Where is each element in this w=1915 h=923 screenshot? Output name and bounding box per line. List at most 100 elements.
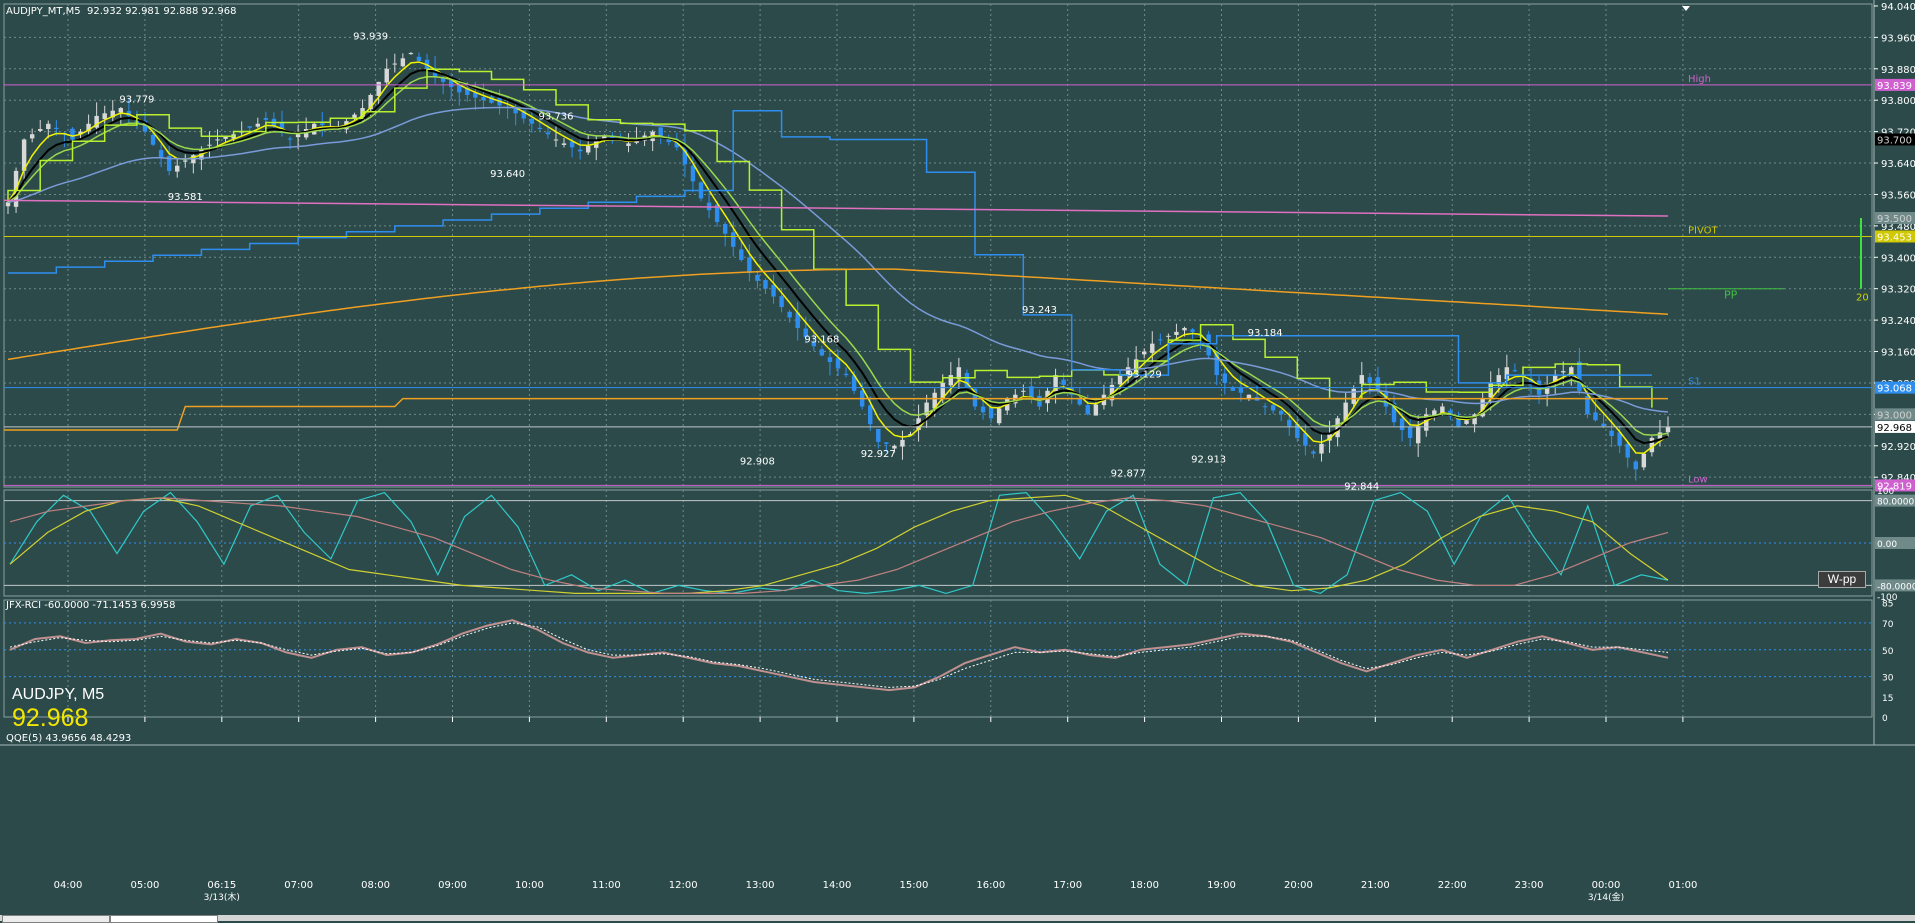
candle-bear: [1158, 339, 1163, 341]
time-label: 14:00: [823, 880, 852, 891]
candle-bear: [714, 204, 720, 222]
qqe-axis-label: 30: [1882, 674, 1894, 684]
scroll-shift-icon: [1682, 6, 1690, 11]
time-label: 22:00: [1438, 880, 1467, 891]
candle-bull: [400, 58, 406, 67]
candle-bear: [1222, 373, 1228, 383]
price-tick-label: 92.920: [1881, 442, 1915, 453]
qqe-axis-label: 85: [1882, 600, 1893, 610]
candle-bear: [1238, 387, 1244, 393]
axis-marker-label: 93.700: [1877, 135, 1912, 146]
candle-bear: [827, 357, 833, 362]
candle-bear: [416, 56, 422, 61]
candle-bull: [1327, 433, 1332, 441]
time-label: 19:00: [1207, 880, 1236, 891]
level-price-tag-pivot: [1875, 230, 1915, 243]
candle-bear: [980, 406, 986, 413]
candle-bull: [908, 433, 913, 436]
price-annotation: 93.243: [1022, 305, 1057, 316]
candle-bull: [352, 114, 357, 118]
price-annotation: 93.939: [353, 32, 388, 43]
candle-bear: [263, 117, 269, 120]
candle-bull: [46, 123, 51, 130]
candle-bull: [1166, 335, 1171, 337]
rci-series-line: [9, 494, 1669, 594]
candle-bull: [1150, 343, 1155, 353]
candle-bear: [763, 280, 768, 289]
candle-bull: [602, 135, 607, 140]
time-label: 17:00: [1053, 880, 1082, 891]
wpp-button[interactable]: W-pp: [1818, 571, 1866, 588]
candle-bull: [1544, 384, 1550, 394]
axis-marker-label: 93.500: [1877, 214, 1912, 225]
rci-indicator-label: JFX-RCI -60.0000 -71.1453 6.9958: [6, 600, 176, 611]
candle-bull: [102, 113, 107, 120]
candle-bear: [1230, 387, 1236, 391]
candle-bear: [1633, 461, 1638, 470]
candle-bear: [166, 156, 172, 171]
level-price-tag-s1: [1875, 381, 1915, 394]
price-annotation: 92.844: [1344, 482, 1379, 493]
price-tick-label: 93.720: [1881, 128, 1915, 139]
level-price-tag-low: [1875, 479, 1915, 492]
candle-bull: [892, 445, 897, 449]
time-label: 11:00: [592, 880, 621, 891]
price-tick-label: 93.240: [1881, 316, 1915, 327]
candle-bull: [1464, 420, 1469, 424]
price-tick-label: 92.840: [1881, 473, 1915, 484]
candle-bear: [1214, 350, 1219, 376]
time-label: 16:00: [976, 880, 1005, 891]
candle-bear: [287, 138, 293, 140]
candle-bull: [1657, 432, 1663, 439]
time-label: 01:00: [1668, 880, 1697, 891]
candle-bear: [158, 150, 164, 158]
time-label: 23:00: [1515, 880, 1544, 891]
candle-bear: [1593, 412, 1598, 421]
qqe-series-line: [9, 622, 1669, 688]
candle-bear: [1287, 419, 1292, 427]
candle-bear: [537, 127, 543, 130]
chart-tab-2[interactable]: [110, 915, 218, 923]
candle-bull: [1552, 375, 1558, 383]
price-tick-label: 93.800: [1881, 96, 1915, 107]
time-label: 21:00: [1361, 880, 1390, 891]
candle-bull: [1117, 375, 1123, 385]
candle-bull: [223, 136, 228, 139]
candle-bear: [457, 85, 462, 93]
candle-bull: [932, 392, 937, 409]
candle-bear: [1399, 418, 1405, 431]
price-tick-label: 93.320: [1881, 285, 1915, 296]
price-annotation: 92.927: [861, 449, 896, 460]
candle-bear: [843, 373, 849, 376]
ma-pink-line: [3, 199, 1669, 217]
time-label: 05:00: [130, 880, 159, 891]
candle-bull: [110, 110, 115, 118]
qqe-axis-label: 70: [1882, 620, 1894, 630]
time-label: 00:00: [1592, 880, 1621, 891]
time-label: 15:00: [899, 880, 928, 891]
rci-axis-label: 100: [1877, 487, 1894, 497]
chart-tab-1[interactable]: [2, 915, 110, 923]
candle-bull: [561, 143, 567, 145]
candle-bear: [988, 407, 994, 419]
rci-axis-label: -100: [1877, 593, 1898, 603]
candle-bear: [150, 134, 156, 145]
candle-bull: [553, 139, 559, 141]
candle-bear: [1270, 405, 1276, 411]
candle-bull: [1093, 404, 1099, 416]
price-tick-label: 93.960: [1881, 33, 1915, 44]
candle-bear: [1601, 423, 1606, 427]
candle-bear: [972, 388, 978, 407]
candle-bear: [1085, 405, 1091, 415]
candle-bear: [851, 375, 857, 391]
candle-bull: [1359, 375, 1365, 384]
rci-axis-label: 80.0000: [1877, 498, 1914, 508]
orange-step-line: [4, 397, 1668, 431]
candle-bear: [577, 149, 583, 152]
level-price-label-s1: 93.068: [1877, 384, 1912, 395]
ma-blue-line: [7, 106, 1669, 413]
candle-bull: [29, 134, 35, 139]
time-label: 09:00: [438, 880, 467, 891]
